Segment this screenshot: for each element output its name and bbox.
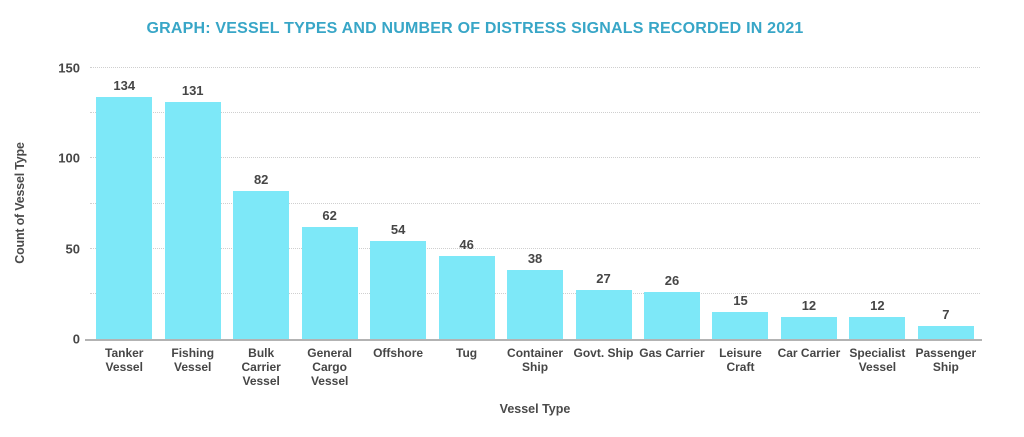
x-category-label: Tanker Vessel	[105, 346, 144, 375]
bar-value-label: 7	[942, 307, 950, 323]
bar-slot: 82	[227, 68, 295, 339]
bar-value-label: 62	[322, 208, 337, 223]
x-category-label: Govt. Ship	[573, 346, 634, 360]
y-tick-label: 50	[65, 241, 80, 257]
gridline	[90, 247, 980, 249]
bar-slot: 15	[706, 68, 774, 339]
bar-value-label: 12	[870, 298, 885, 314]
gridline	[90, 157, 980, 159]
bar	[233, 190, 290, 339]
bar-value-label: 26	[664, 273, 680, 289]
bar-value-label: 27	[596, 271, 611, 287]
bar-slot: 46	[432, 68, 500, 339]
gridline	[90, 67, 980, 68]
plot-area: 134 131 82 62 54 46 38 27 26 15 12 12 7	[85, 67, 982, 341]
bar	[917, 326, 974, 339]
bar	[643, 292, 700, 339]
bar	[507, 270, 564, 339]
gridline	[90, 112, 980, 114]
bar-value-label: 38	[527, 251, 543, 267]
gridline	[90, 202, 980, 204]
bar	[301, 227, 358, 339]
bar-slot: 62	[295, 68, 363, 339]
bar-value-label: 15	[733, 292, 748, 308]
bar-value-label: 12	[801, 298, 817, 314]
x-axis-labels: Tanker Vessel Fishing Vessel Bulk Carrier …	[90, 346, 980, 388]
bar	[370, 241, 427, 339]
x-category-label: Fishing Vessel	[171, 346, 215, 375]
bar-slot: 54	[364, 68, 432, 339]
bar	[780, 317, 837, 339]
chart-title: GRAPH: VESSEL TYPES AND NUMBER OF DISTRE…	[146, 20, 804, 37]
x-category-label: Car Carrier	[777, 346, 841, 360]
y-tick-label: 150	[58, 60, 80, 76]
x-category-label: Bulk Carrier Vessel	[241, 346, 281, 389]
x-axis-line	[85, 339, 982, 341]
x-axis-title: Vessel Type	[499, 402, 571, 416]
bars-row: 134 131 82 62 54 46 38 27 26 15 12 12 7	[90, 68, 980, 339]
bar-value-label: 131	[181, 83, 204, 99]
bar-slot: 26	[638, 68, 706, 339]
x-category-label: Specialist Vessel	[849, 346, 906, 375]
x-category-label: Leisure Craft	[719, 346, 762, 375]
bar-slot: 38	[501, 68, 569, 339]
x-category-label: General Cargo Vessel	[307, 346, 352, 389]
x-category-label: Gas Carrier	[639, 346, 705, 360]
y-axis-ticks: 0 50 100 150	[0, 62, 80, 346]
x-category-label: Passenger Ship	[915, 346, 977, 375]
x-category-label: Offshore	[373, 346, 424, 360]
y-tick-label: 100	[58, 150, 80, 166]
bar	[849, 317, 906, 339]
bar	[96, 96, 153, 339]
bar-slot: 12	[843, 68, 911, 339]
bar	[438, 255, 495, 339]
bar-value-label: 46	[459, 236, 474, 252]
bar	[164, 102, 221, 339]
bar-value-label: 82	[253, 171, 269, 187]
bar-slot: 134	[90, 68, 158, 339]
bar-slot: 27	[569, 68, 637, 339]
bar-slot: 131	[158, 68, 226, 339]
x-category-label: Container Ship	[507, 346, 564, 375]
bar-slot: 7	[912, 68, 980, 339]
bar	[575, 290, 632, 339]
y-tick-label: 0	[72, 331, 80, 347]
bar	[712, 311, 769, 339]
x-category-label: Tug	[456, 346, 478, 360]
bar-value-label: 54	[390, 222, 406, 238]
bar-value-label: 134	[113, 77, 136, 93]
bar-slot: 12	[775, 68, 843, 339]
